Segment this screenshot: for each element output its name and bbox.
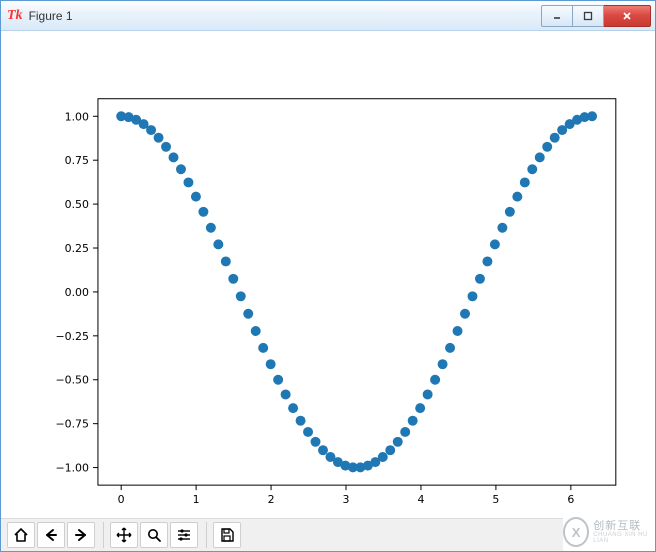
arrow-right-icon xyxy=(73,527,89,543)
close-button[interactable] xyxy=(604,5,651,27)
svg-text:0: 0 xyxy=(118,493,125,506)
svg-text:−1.00: −1.00 xyxy=(55,462,89,475)
window-buttons xyxy=(541,5,651,27)
svg-text:−0.50: −0.50 xyxy=(55,374,89,387)
svg-text:4: 4 xyxy=(417,493,424,506)
figure-window: Tk Figure 1 0123456−1.00−0.75−0.50−0.250… xyxy=(0,0,656,552)
chart-svg: 0 1 2 3 4 5 6 −1.00 −0.75 −0.50 −0.25 0.00 0.25 0.50 0… xyxy=(1,31,655,518)
move-icon xyxy=(116,527,132,543)
sliders-icon xyxy=(176,527,192,543)
svg-text:1.00: 1.00 xyxy=(65,110,89,123)
home-button[interactable] xyxy=(7,522,35,548)
home-icon xyxy=(13,527,29,543)
svg-text:6: 6 xyxy=(567,493,574,506)
titlebar[interactable]: Tk Figure 1 xyxy=(1,1,655,31)
svg-text:0.00: 0.00 xyxy=(65,286,89,299)
svg-text:2: 2 xyxy=(268,493,275,506)
coord-readout: x=2.5 xyxy=(613,528,649,542)
minimize-button[interactable] xyxy=(541,5,573,27)
svg-text:−0.25: −0.25 xyxy=(55,330,89,343)
svg-text:1: 1 xyxy=(193,493,200,506)
back-button[interactable] xyxy=(37,522,65,548)
subplots-button[interactable] xyxy=(170,522,198,548)
svg-text:0.50: 0.50 xyxy=(65,198,89,211)
svg-text:−0.75: −0.75 xyxy=(55,418,89,431)
tk-icon: Tk xyxy=(7,8,23,24)
zoom-button[interactable] xyxy=(140,522,168,548)
svg-text:3: 3 xyxy=(343,493,350,506)
pan-button[interactable] xyxy=(110,522,138,548)
svg-text:0.75: 0.75 xyxy=(65,154,89,167)
window-title: Figure 1 xyxy=(29,9,541,23)
save-button[interactable] xyxy=(213,522,241,548)
plot-area[interactable]: 0 1 2 3 4 5 6 −1.00 −0.75 −0.50 −0.25 0.00 0.25 0.50 0… xyxy=(1,31,655,518)
toolbar-group-nav xyxy=(7,522,104,548)
svg-text:5: 5 xyxy=(492,493,499,506)
toolbar: x=2.5 xyxy=(1,518,655,551)
forward-button[interactable] xyxy=(67,522,95,548)
svg-text:0.25: 0.25 xyxy=(65,242,89,255)
zoom-icon xyxy=(146,527,162,543)
maximize-button[interactable] xyxy=(573,5,604,27)
toolbar-group-view xyxy=(110,522,207,548)
toolbar-group-save xyxy=(213,522,249,548)
save-icon xyxy=(219,527,235,543)
arrow-left-icon xyxy=(43,527,59,543)
